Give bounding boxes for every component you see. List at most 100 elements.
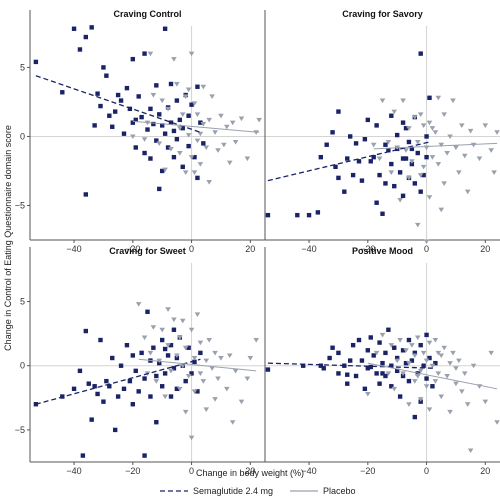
data-point [397,197,403,203]
data-point [244,156,251,162]
series-semaglutide [265,327,438,420]
data-point [406,361,412,366]
data-point [147,51,154,57]
data-point [432,130,439,135]
data-point [438,353,445,359]
data-point [432,379,439,384]
data-point [124,85,130,91]
data-point [423,239,430,244]
data-point [365,366,371,371]
x-tick-label: 0 [189,466,194,476]
data-point [318,154,324,160]
data-point [394,358,400,364]
y-tick-label: −5 [15,425,25,435]
data-point [427,95,432,100]
data-point [124,342,130,348]
data-point [306,212,312,218]
data-point [191,170,198,175]
data-point [195,175,200,181]
data-point [159,123,165,128]
data-point [350,172,356,178]
data-point [409,358,415,363]
data-point [379,332,386,338]
data-point [391,386,398,392]
data-point [150,325,157,330]
data-point [89,417,94,422]
data-point [321,366,326,371]
data-point [165,145,171,150]
data-point [438,394,445,400]
data-point [406,337,412,343]
data-point [174,386,180,392]
data-point [374,123,379,128]
data-point [409,161,415,167]
data-point [80,453,86,458]
data-point [154,420,159,425]
data-point [385,139,392,145]
data-point [429,155,436,160]
data-point [195,389,200,394]
data-point [324,142,329,147]
data-point [380,360,385,366]
data-point [107,384,112,389]
data-point [336,371,341,376]
data-point [136,94,141,99]
data-point [359,358,365,363]
panel-craving-for-savory: Craving for Savory −40 −20 0 20 [264,9,500,254]
data-point [315,210,321,215]
data-point [383,350,388,356]
data-point [350,342,356,348]
data-point [444,151,450,156]
data-point [83,34,89,40]
data-point [182,345,189,351]
data-point [400,348,406,353]
panel-positive-mood: Positive Mood −40 −20 0 20 [264,246,500,476]
data-point [215,148,221,153]
data-point [453,145,459,151]
data-point [188,51,195,57]
data-point [182,170,189,175]
series-placebo [370,95,500,244]
data-point [141,137,148,142]
data-point [71,26,77,31]
data-point [157,112,162,117]
data-point [253,338,259,343]
data-point [400,371,406,377]
data-point [154,83,159,88]
data-point [392,183,397,189]
data-point [456,358,462,364]
data-point [333,164,338,170]
data-point [168,342,174,348]
data-point [414,373,421,379]
data-point [177,126,183,131]
series-semaglutide [265,51,432,218]
data-point [180,164,185,170]
data-point [186,143,191,149]
data-point [83,328,89,334]
data-point [135,302,142,307]
data-point [353,373,359,379]
data-point [112,109,118,114]
data-point [171,57,177,62]
data-point [388,343,395,348]
data-point [453,366,459,371]
data-point [409,146,415,152]
data-point [60,90,65,95]
y-tick-label: 5 [20,62,25,72]
data-point [104,73,109,78]
data-point [389,384,394,389]
data-point [177,335,183,341]
data-point [376,156,383,162]
data-point [165,353,171,358]
data-point [345,156,350,161]
data-point [221,142,227,148]
data-point [162,26,168,31]
data-point [232,139,239,145]
data-point [107,113,112,118]
fit-line-placebo [367,362,498,390]
data-point [373,350,380,356]
data-point [394,368,400,374]
data-point [374,200,379,205]
series-semaglutide [33,25,206,197]
data-point [71,386,77,392]
